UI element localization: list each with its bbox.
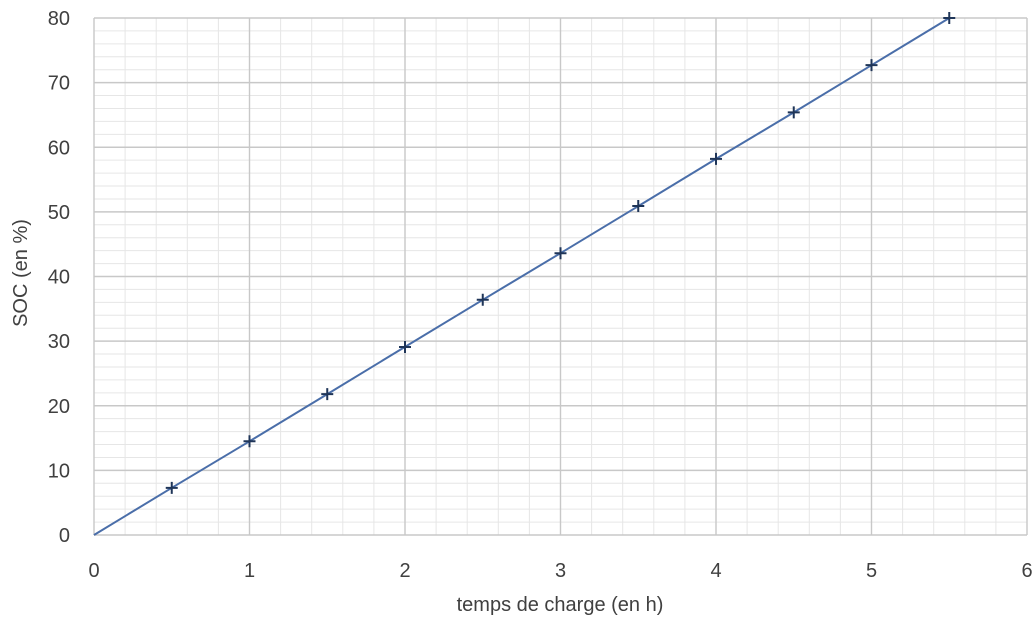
- x-tick-label: 5: [866, 560, 877, 582]
- data-point-marker: [321, 388, 334, 401]
- y-tick-label: 10: [48, 460, 70, 482]
- data-point-marker: [632, 200, 645, 213]
- y-tick-label: 30: [48, 331, 70, 353]
- data-point-marker: [787, 106, 800, 119]
- y-tick-label: 50: [48, 202, 70, 224]
- x-tick-label: 2: [399, 560, 410, 582]
- data-point-marker: [165, 481, 178, 494]
- data-point-marker: [554, 247, 567, 260]
- series-layer: [93, 17, 950, 536]
- data-point-marker: [865, 59, 878, 72]
- marker-layer: [165, 12, 956, 494]
- x-axis-label: temps de charge (en h): [457, 594, 664, 616]
- major-grid: [93, 17, 1028, 536]
- x-tick-label: 1: [244, 560, 255, 582]
- y-tick-label: 80: [48, 8, 70, 30]
- y-tick-label: 0: [59, 525, 70, 547]
- x-tick-label: 3: [555, 560, 566, 582]
- data-point-marker: [399, 340, 411, 353]
- x-tick-label: 0: [88, 560, 99, 582]
- x-tick-label: 6: [1021, 560, 1032, 582]
- y-tick-label: 70: [48, 73, 70, 95]
- series-line: [93, 17, 950, 536]
- y-tick-label: 60: [48, 137, 70, 159]
- y-tick-label: 40: [48, 267, 70, 289]
- y-axis-label: SOC (en %): [10, 219, 32, 327]
- data-point-marker: [943, 12, 956, 24]
- x-tick-label: 4: [710, 560, 721, 582]
- data-point-marker: [476, 293, 489, 306]
- data-point-marker: [710, 152, 722, 165]
- data-point-marker: [243, 435, 256, 448]
- y-tick-label: 20: [48, 396, 70, 418]
- x-axis-ticks: 0 1 2 3 4 5 6: [88, 560, 1032, 582]
- y-axis-ticks: 0 10 20 30 40 50 60 70 80: [48, 8, 70, 547]
